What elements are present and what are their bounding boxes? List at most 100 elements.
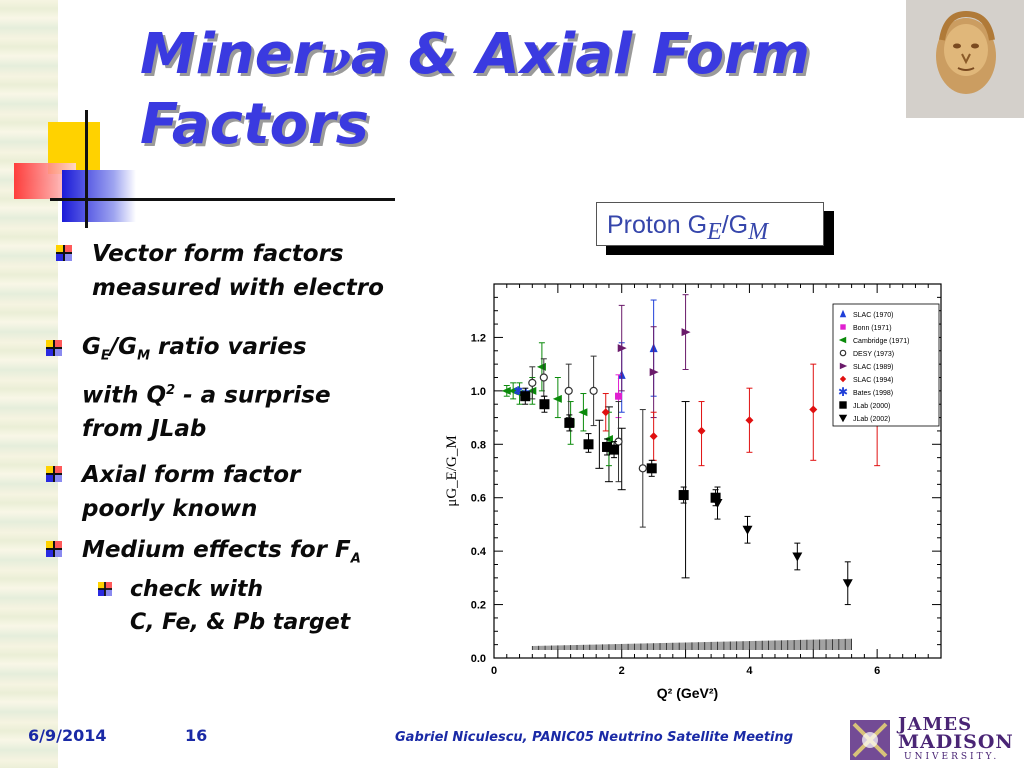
- sub-bullet-icon: [98, 582, 112, 596]
- data-point: ✱: [513, 384, 523, 398]
- data-point: [501, 386, 511, 395]
- data-point: [539, 399, 550, 410]
- x-tick-label: 4: [746, 665, 753, 677]
- legend-marker: ✱: [838, 385, 848, 399]
- footer-date: 6/9/2014: [28, 726, 107, 745]
- y-tick-label: 0.4: [471, 546, 487, 558]
- data-point: [578, 408, 588, 417]
- y-tick-label: 0.8: [471, 439, 486, 451]
- data-point: [649, 432, 658, 441]
- logo-line-madison: MADISON: [898, 731, 1014, 753]
- data-point: [842, 579, 853, 589]
- data-point: [792, 552, 803, 562]
- bullet-axial-form-factor: Axial form factor poorly known: [82, 458, 300, 526]
- text-with-q: with Q: [82, 382, 167, 409]
- data-point: [681, 328, 691, 337]
- bullet-icon: [56, 245, 72, 261]
- text-ratio-varies: ratio varies: [150, 334, 307, 360]
- legend-label: JLab (2000): [853, 403, 890, 410]
- data-point: [697, 426, 706, 435]
- subscript-e: E: [100, 348, 110, 364]
- legend-label: SLAC (1970): [853, 312, 893, 319]
- title-prefix: Miner: [140, 22, 321, 87]
- decorative-blue-block: [62, 170, 136, 222]
- legend-label: JLab (2002): [853, 416, 890, 423]
- legend-marker: [838, 336, 847, 344]
- legend-marker: [838, 414, 848, 423]
- x-tick-label: 6: [874, 665, 880, 677]
- data-point: [539, 373, 548, 382]
- data-point: [589, 386, 598, 395]
- bullet-line: poorly known: [82, 496, 258, 522]
- title-line2: Factors: [140, 92, 370, 157]
- legend-marker: [839, 349, 847, 357]
- y-axis-label: μG_E/G_M: [444, 435, 460, 506]
- legend-label: DESY (1973): [853, 351, 894, 358]
- bullet-line: Axial form factor: [82, 462, 301, 488]
- chart-header-slash: /G: [721, 211, 749, 239]
- data-point: [646, 463, 657, 474]
- bullet-vector-form-factors: Vector form factors measured with electr…: [92, 237, 384, 305]
- superscript-2: 2: [166, 382, 176, 398]
- legend-marker: [839, 375, 847, 383]
- bullet-medium-effects: Medium effects for FA: [82, 533, 361, 577]
- logo-line-james: JAMES: [898, 714, 973, 735]
- y-tick-label: 0.2: [471, 600, 486, 612]
- legend-marker: [839, 362, 848, 370]
- university-logo-graphic: [850, 720, 890, 760]
- data-point: [552, 394, 562, 403]
- footer-page-number: 16: [185, 726, 208, 745]
- text-surprise: - a surprise: [175, 382, 331, 409]
- legend-label: SLAC (1994): [853, 377, 893, 384]
- ratio-chart: 0 2 4 6 0.0 0.2 0.4 0.6 0.8 1.0 1.2 Q² (GeV²) μG_E/G…: [444, 283, 942, 701]
- data-point: [609, 444, 620, 455]
- y-tick-label: 1.0: [471, 386, 486, 398]
- legend-label: SLAC (1989): [853, 364, 893, 371]
- portrait-image: [906, 0, 1024, 118]
- subscript-a: A: [350, 551, 361, 567]
- data-point: [745, 416, 754, 425]
- legend-label: Bonn (1971): [853, 325, 892, 332]
- bullet-line: measured with electro: [92, 275, 384, 301]
- legend-marker: [840, 324, 846, 330]
- slide-title: Minerνa & Axial Form Factors: [140, 22, 900, 158]
- data-point: [742, 525, 753, 535]
- bullet-icon: [46, 340, 62, 356]
- text-medium-effects: Medium effects for F: [82, 537, 351, 563]
- chart-header-sub-e: E: [707, 219, 722, 245]
- chart-header-text: Proton G: [607, 211, 708, 239]
- data-point: [638, 464, 647, 473]
- logo-line-university: UNIVERSITY.: [904, 752, 1000, 762]
- decorative-vertical-line: [85, 110, 88, 228]
- footer-meeting: Gabriel Niculescu, PANIC05 Neutrino Sate…: [395, 730, 794, 745]
- bullet-line: check with: [130, 577, 263, 602]
- data-point: [809, 405, 818, 414]
- y-tick-label: 0.6: [471, 493, 486, 505]
- title-suffix: a & Axial Form: [350, 22, 811, 87]
- data-point: [508, 386, 518, 395]
- data-point: [615, 392, 623, 400]
- data-point: [528, 378, 537, 387]
- bullet-line: Vector form factors: [92, 241, 344, 267]
- text-g: G: [82, 334, 101, 360]
- x-tick-label: 0: [491, 665, 497, 677]
- legend-label: Cambridge (1971): [853, 338, 909, 345]
- decorative-horizontal-line: [50, 198, 395, 201]
- x-axis-label: Q² (GeV²): [657, 685, 718, 701]
- data-point: [602, 441, 613, 452]
- legend-marker: [839, 401, 847, 409]
- subscript-m: M: [137, 348, 150, 364]
- bullet-icon: [46, 466, 62, 482]
- legend-frame: [832, 303, 940, 427]
- data-point: [583, 439, 594, 450]
- sub-bullet-targets: check with C, Fe, & Pb target: [130, 573, 350, 639]
- bullet-icon: [46, 541, 62, 557]
- bullet-list: Vector form factors measured with electr…: [0, 0, 394, 768]
- data-point: [564, 417, 575, 428]
- university-logo: JAMES MADISON UNIVERSITY.: [846, 714, 1022, 766]
- text-from-jlab: from JLab: [82, 416, 207, 443]
- data-point: [527, 386, 537, 395]
- chart-header-sub-m: M: [748, 219, 769, 245]
- data-point: [678, 490, 689, 501]
- chart-header-proton-ge-gm: Proton GE/GM: [596, 202, 824, 246]
